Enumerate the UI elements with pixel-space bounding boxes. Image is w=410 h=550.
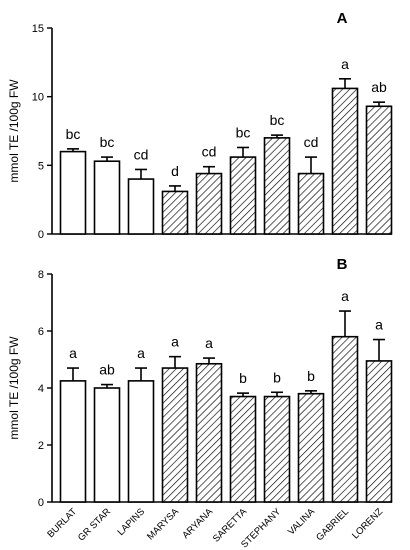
y-tick-label: 0 [38, 497, 44, 509]
significance-label: b [307, 368, 315, 384]
significance-label: a [205, 335, 213, 351]
category-label: GABRIEL [314, 506, 351, 543]
bar [195, 172, 223, 235]
category-label: BURLAT [45, 506, 79, 540]
y-tick-label: 15 [32, 23, 44, 35]
bar [161, 367, 189, 503]
bar [127, 178, 155, 235]
significance-label: cd [134, 146, 149, 162]
bar [297, 392, 325, 503]
bar [365, 360, 393, 503]
significance-label: b [239, 370, 247, 386]
y-tick-label: 4 [38, 383, 44, 395]
y-tick-label: 0 [38, 229, 44, 241]
y-tick-label: 10 [32, 92, 44, 104]
significance-label: a [341, 288, 349, 304]
bar [229, 395, 257, 503]
category-label: LORENZ [350, 506, 385, 541]
bar [161, 190, 189, 235]
panel-a: 0 5 10 15 mmol TE /100g FW Abc bc cd d cd bc bc cd a a… [7, 10, 393, 241]
y-axis-label: mmol TE /100g FW [7, 336, 21, 440]
significance-label: a [69, 345, 77, 361]
bar [331, 87, 359, 235]
significance-label: cd [202, 144, 217, 160]
significance-label: a [171, 334, 179, 350]
panel-label: B [337, 256, 348, 273]
bar [195, 362, 223, 503]
significance-label: a [137, 345, 145, 361]
y-tick-label: 6 [38, 326, 44, 338]
significance-label: cd [304, 134, 319, 150]
significance-label: a [375, 317, 383, 333]
category-label: VALINA [286, 506, 318, 538]
bar [93, 160, 121, 235]
bar [263, 395, 291, 503]
y-axis-label: mmol TE /100g FW [7, 79, 21, 183]
category-label: LAPINS [115, 506, 147, 538]
y-tick-label: 2 [38, 440, 44, 452]
y-tick-label: 5 [38, 160, 44, 172]
category-label: ARYANA [180, 506, 215, 541]
bar [229, 156, 257, 235]
bar [365, 105, 393, 235]
bar [59, 380, 87, 503]
category-label: GR STAR [76, 506, 113, 543]
y-tick-label: 8 [38, 269, 44, 281]
significance-label: ab [371, 79, 387, 95]
bar [127, 380, 155, 503]
bar [331, 335, 359, 503]
bar [59, 150, 87, 235]
bar [263, 137, 291, 235]
significance-label: bc [236, 124, 251, 140]
bar [297, 172, 325, 235]
panel-label: A [337, 10, 348, 27]
significance-label: a [341, 56, 349, 72]
significance-label: b [273, 369, 281, 385]
significance-label: bc [100, 134, 115, 150]
bar [93, 387, 121, 503]
significance-label: bc [270, 112, 285, 128]
significance-label: bc [66, 126, 81, 142]
significance-label: ab [99, 362, 115, 378]
category-label: MARYSA [145, 506, 181, 542]
significance-label: d [171, 163, 179, 179]
